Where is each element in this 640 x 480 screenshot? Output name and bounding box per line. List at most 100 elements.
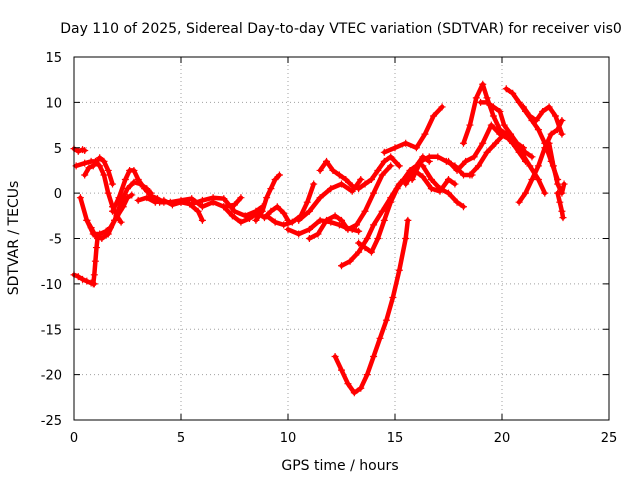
data-point-marker (412, 144, 420, 152)
data-point-marker (402, 139, 410, 147)
data-point-marker (549, 162, 557, 170)
series-s3 (70, 145, 89, 155)
series-s34 (554, 189, 567, 222)
data-point-marker (541, 144, 549, 152)
data-point-marker (245, 215, 253, 223)
data-point-marker (539, 107, 547, 115)
data-point-marker (74, 273, 82, 281)
data-point-marker (380, 216, 388, 224)
data-point-marker (323, 216, 331, 224)
data-point-marker (395, 266, 403, 274)
data-point-marker (338, 262, 345, 270)
data-point-marker (380, 148, 388, 156)
data-point-marker (96, 162, 104, 170)
data-point-marker (310, 180, 318, 188)
data-point-marker (477, 98, 485, 106)
x-tick-label: 0 (70, 431, 78, 446)
data-point-marker (361, 244, 369, 252)
data-point-marker (507, 130, 515, 138)
data-point-marker (98, 235, 106, 242)
series-track (332, 218, 411, 396)
series-s17 (305, 162, 395, 242)
data-point-marker (554, 180, 562, 188)
data-point-marker (559, 214, 567, 222)
data-point-marker (271, 218, 279, 226)
y-tick-label: -20 (41, 369, 62, 384)
series-track (307, 163, 393, 241)
series-track (478, 100, 526, 151)
data-point-marker (554, 189, 562, 197)
data-point-marker (515, 98, 523, 106)
series-s24 (408, 153, 476, 184)
data-point-marker (374, 166, 382, 174)
data-point-marker (357, 176, 365, 184)
x-tick-label: 10 (280, 431, 297, 446)
data-point-marker (534, 126, 542, 134)
data-point-marker (459, 203, 467, 211)
y-tick-label: 0 (54, 187, 62, 202)
series-s29 (477, 98, 527, 152)
data-point-marker (209, 194, 217, 202)
data-point-marker (280, 209, 288, 217)
data-point-marker (363, 235, 371, 242)
data-point-marker (76, 194, 84, 202)
data-point-marker (335, 221, 343, 229)
data-point-marker (284, 225, 292, 233)
data-point-marker (430, 112, 438, 120)
data-point-marker (267, 185, 275, 193)
series-s11 (177, 194, 266, 220)
data-point-marker (519, 144, 527, 152)
data-point-marker (487, 121, 495, 129)
data-point-marker (89, 162, 97, 170)
data-point-marker (350, 389, 358, 397)
data-point-marker (387, 198, 395, 206)
data-point-marker (355, 248, 363, 256)
data-point-marker (352, 221, 360, 229)
data-point-marker (532, 117, 540, 125)
data-point-marker (389, 293, 397, 301)
data-point-marker (500, 121, 508, 129)
data-point-marker (130, 166, 138, 174)
data-point-marker (198, 196, 206, 204)
data-point-marker (331, 352, 339, 360)
data-point-marker (534, 176, 542, 184)
data-point-marker (522, 189, 530, 197)
data-point-marker (100, 171, 108, 179)
data-point-marker (361, 180, 369, 188)
data-point-marker (445, 157, 452, 165)
data-point-marker (104, 166, 112, 174)
x-tick-label: 15 (387, 431, 404, 446)
data-point-marker (90, 271, 98, 279)
data-point-marker (329, 166, 337, 174)
data-point-marker (331, 212, 339, 220)
series-track (264, 181, 316, 228)
data-point-marker (109, 207, 117, 215)
series-s28 (466, 130, 549, 197)
data-point-marker (526, 162, 534, 170)
data-point-marker (143, 194, 151, 202)
data-point-marker (545, 139, 553, 147)
data-point-marker (92, 244, 100, 252)
data-point-marker (355, 185, 363, 193)
data-point-marker (395, 162, 403, 170)
data-point-marker (111, 216, 119, 224)
data-point-marker (528, 176, 536, 184)
data-point-marker (445, 176, 452, 184)
data-point-marker (357, 384, 365, 392)
data-point-marker (83, 216, 91, 224)
data-point-marker (89, 280, 97, 288)
data-point-marker (451, 180, 459, 188)
data-point-marker (436, 185, 444, 193)
series-s22 (380, 103, 446, 156)
data-point-marker (367, 248, 375, 256)
data-point-marker (263, 194, 271, 202)
x-tick-label: 20 (494, 431, 511, 446)
data-point-marker (121, 176, 129, 184)
data-point-marker (81, 146, 89, 154)
data-point-marker (273, 203, 281, 211)
data-point-marker (402, 180, 410, 188)
data-point-marker (327, 185, 335, 193)
x-axis-label: GPS time / hours (281, 458, 398, 474)
data-point-marker (91, 232, 99, 240)
